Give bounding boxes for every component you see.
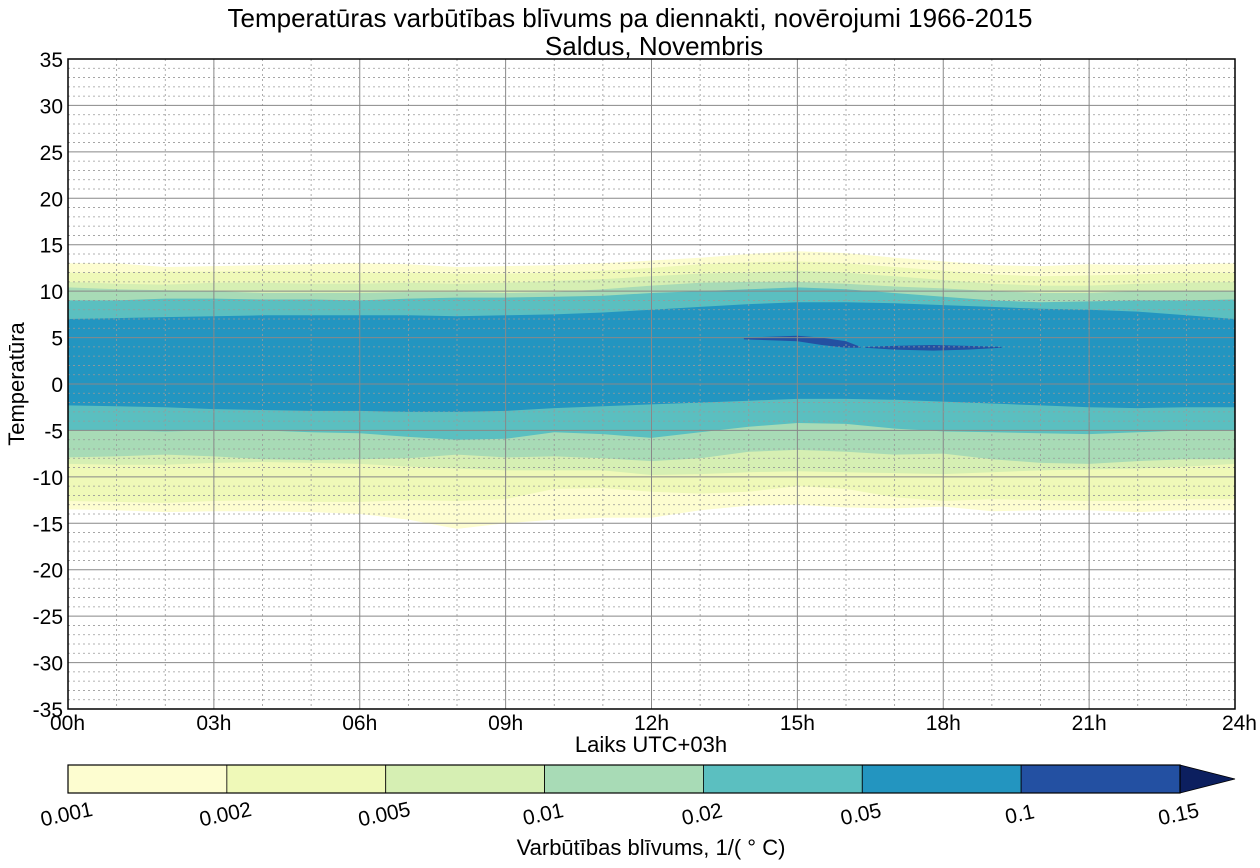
colorbar-extend-arrow xyxy=(1179,764,1236,794)
colorbar-tick-label: 0.1 xyxy=(1003,800,1036,829)
colorbar-segment xyxy=(544,764,704,794)
x-axis-label: Laiks UTC+03h xyxy=(575,732,727,757)
colorbar-tick-label: 0.01 xyxy=(521,799,566,830)
y-tick-label: -35 xyxy=(33,699,63,722)
x-tick-label: 00h xyxy=(50,712,85,735)
contour-region-0.1-1 xyxy=(865,345,1002,351)
y-tick-label: 25 xyxy=(40,142,63,165)
x-axis-ticks: 00h 03h 06h 09h 12h 15h 18h 21h 24h xyxy=(50,712,1257,735)
plot-area xyxy=(67,58,1236,710)
x-tick-label: 06h xyxy=(342,712,377,735)
colorbar-segment xyxy=(226,764,387,794)
colorbar xyxy=(67,764,1236,794)
y-tick-label: -5 xyxy=(44,420,63,443)
colorbar-tick-label: 0.02 xyxy=(680,799,725,830)
y-axis-ticks: 35 30 25 20 15 10 5 0 -5 -10 -15 -20 -25 -30 -35 xyxy=(33,49,63,722)
colorbar-segment xyxy=(385,764,545,794)
colorbar-label: Varbūtības blīvums, 1/( ° C) xyxy=(517,835,786,860)
x-tick-label: 18h xyxy=(926,712,961,735)
y-tick-label: 20 xyxy=(40,188,63,211)
x-tick-label: 21h xyxy=(1072,712,1107,735)
y-tick-label: -20 xyxy=(33,560,63,583)
y-tick-label: -30 xyxy=(33,653,63,676)
y-tick-label: 35 xyxy=(40,49,63,72)
plot-frame xyxy=(67,58,1236,710)
x-tick-label: 15h xyxy=(780,712,815,735)
y-axis-label: Temperatūra xyxy=(4,321,29,445)
y-tick-label: 5 xyxy=(51,328,63,351)
colorbar-tick-label: 0.05 xyxy=(839,799,884,830)
x-tick-label: 12h xyxy=(634,712,669,735)
colorbar-frame xyxy=(67,764,1181,794)
contour-region-0.1-0 xyxy=(743,335,861,348)
colorbar-tick-label: 0.005 xyxy=(356,798,412,831)
colorbar-tick-label: 0.002 xyxy=(197,798,253,831)
x-tick-label: 03h xyxy=(196,712,231,735)
y-tick-label: 15 xyxy=(40,235,63,258)
chart-title: Temperatūras varbūtības blīvums pa dienn… xyxy=(227,3,1032,33)
y-tick-label: 30 xyxy=(40,95,63,118)
y-tick-label: 0 xyxy=(51,374,63,397)
colorbar-segment xyxy=(1020,764,1181,794)
colorbar-tick-label: 0.001 xyxy=(39,798,95,831)
chart-subtitle: Saldus, Novembris xyxy=(545,31,763,61)
colorbar-segment xyxy=(67,764,228,794)
x-tick-label: 24h xyxy=(1222,712,1257,735)
y-tick-label: -25 xyxy=(33,606,63,629)
colorbar-segment xyxy=(703,764,863,794)
grid-lines xyxy=(68,59,1235,709)
x-tick-label: 09h xyxy=(488,712,523,735)
y-tick-label: -15 xyxy=(33,513,63,536)
colorbar-ticks: 0.001 0.002 0.005 0.01 0.02 0.05 0.1 0.15 xyxy=(39,798,1201,831)
y-tick-label: -10 xyxy=(33,467,63,490)
colorbar-tick-label: 0.15 xyxy=(1156,799,1201,830)
colorbar-segment xyxy=(861,764,1022,794)
y-tick-label: 10 xyxy=(40,281,63,304)
